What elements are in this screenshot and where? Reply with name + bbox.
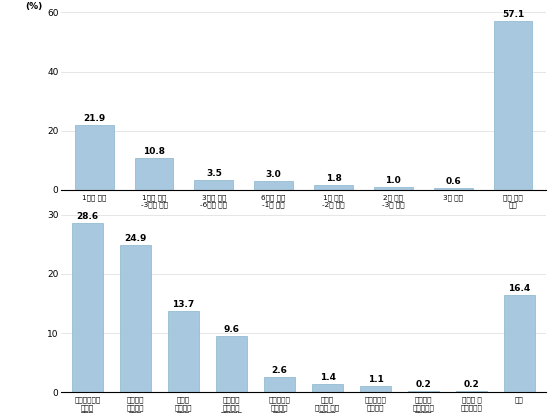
Bar (360, 386, 391, 392)
Bar (434, 188, 472, 190)
Text: 2.6: 2.6 (272, 366, 287, 375)
Bar (504, 295, 535, 392)
Text: 3.0: 3.0 (266, 170, 281, 179)
Bar (254, 181, 293, 190)
Text: 24.9: 24.9 (124, 234, 147, 243)
Text: 28.6: 28.6 (77, 212, 99, 221)
Text: 1.1: 1.1 (368, 375, 383, 384)
Bar (408, 391, 439, 392)
Bar (456, 391, 487, 392)
Text: 57.1: 57.1 (502, 10, 524, 19)
Bar (312, 384, 343, 392)
Text: 16.4: 16.4 (509, 285, 531, 294)
Text: 10.8: 10.8 (143, 147, 165, 156)
Text: 9.6: 9.6 (223, 325, 240, 334)
Bar (314, 185, 353, 190)
Bar (168, 311, 199, 392)
Bar (120, 245, 152, 392)
Bar (494, 21, 532, 190)
Bar (216, 335, 247, 392)
Text: 3.5: 3.5 (206, 169, 222, 178)
Bar (374, 187, 413, 190)
Bar (194, 180, 233, 190)
Bar (135, 158, 173, 190)
Text: 21.9: 21.9 (83, 114, 105, 123)
Bar (72, 223, 103, 392)
Text: 0.2: 0.2 (463, 380, 480, 389)
Text: 13.7: 13.7 (173, 301, 195, 309)
Bar (264, 377, 295, 392)
Text: 0.6: 0.6 (445, 178, 461, 186)
Text: 1.4: 1.4 (320, 373, 335, 382)
Bar (75, 125, 114, 190)
Text: 1.8: 1.8 (325, 174, 341, 183)
Text: 0.2: 0.2 (416, 380, 431, 389)
Text: 1.0: 1.0 (385, 176, 401, 185)
Text: (%): (%) (25, 2, 42, 11)
